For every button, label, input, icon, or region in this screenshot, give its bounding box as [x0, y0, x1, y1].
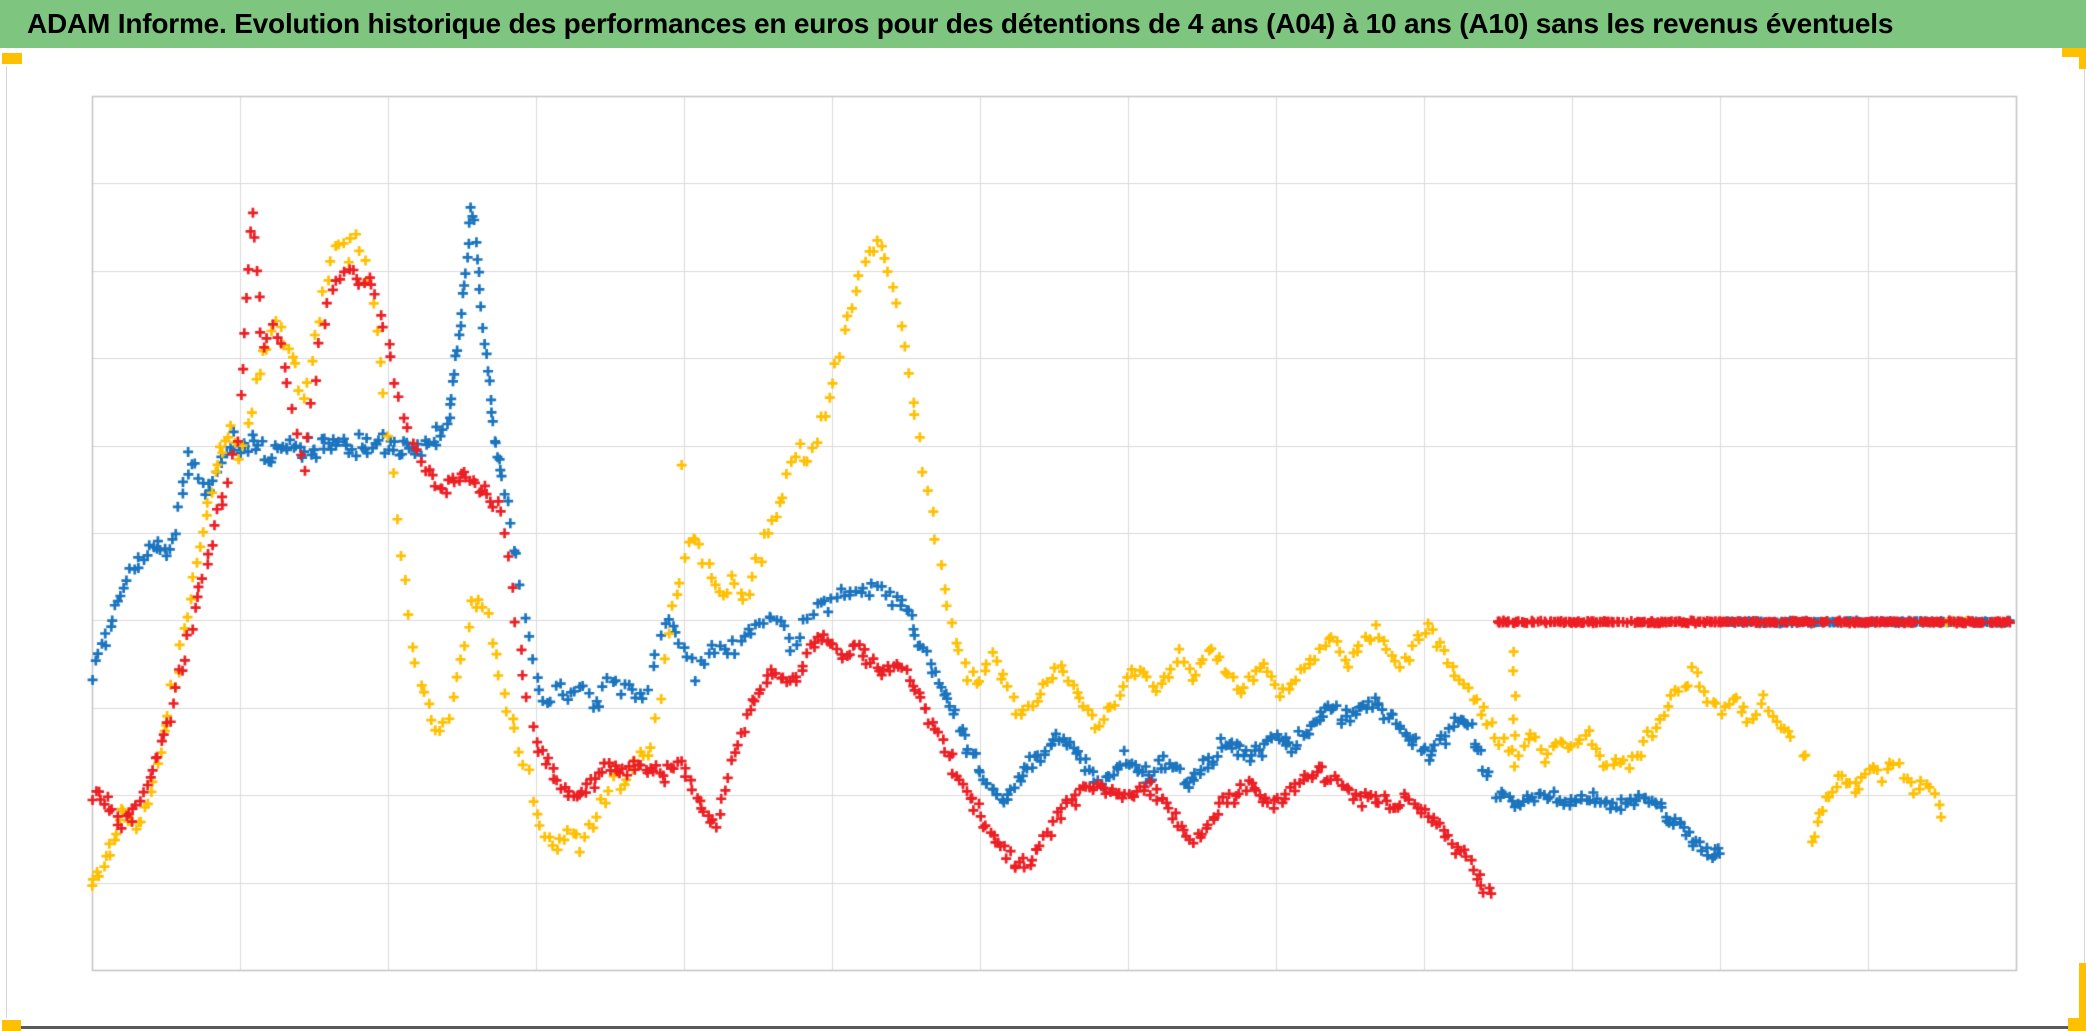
right-edge-line [2084, 68, 2085, 1018]
accent-corner-top-right-vertical [2079, 48, 2086, 69]
left-edge-line [6, 66, 7, 1018]
accent-marker-top-left [2, 53, 22, 64]
chart-title: ADAM Informe. Evolution historique des p… [27, 8, 1894, 39]
accent-marker-bottom-left [2, 1020, 21, 1031]
accent-marker-bottom-right [2068, 1018, 2086, 1031]
title-bar: ADAM Informe. Evolution historique des p… [0, 0, 2086, 48]
accent-corner-top-right-horizontal [2062, 48, 2086, 57]
bottom-border-rule [20, 1026, 2086, 1029]
accent-bar-right-edge [2079, 963, 2086, 1021]
